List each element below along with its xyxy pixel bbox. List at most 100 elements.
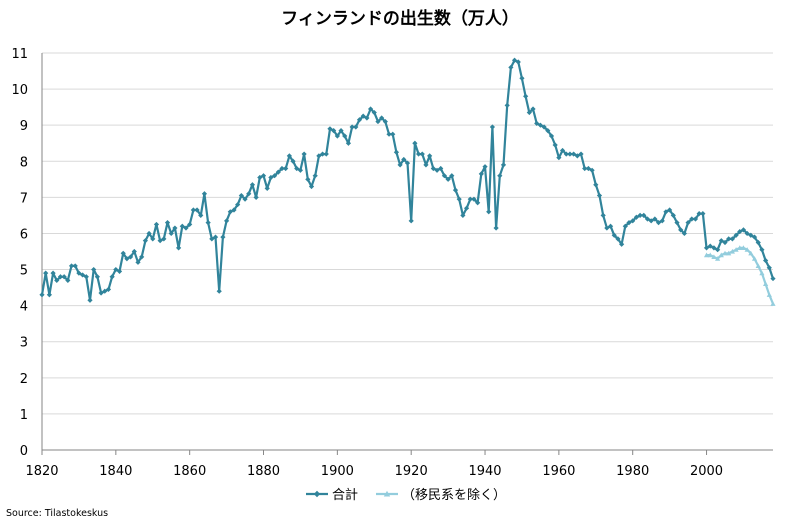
- data-point: [353, 124, 359, 130]
- data-point: [308, 183, 315, 190]
- data-point: [179, 223, 185, 229]
- data-point: [253, 194, 259, 200]
- data-point: [655, 220, 662, 226]
- data-point: [740, 245, 747, 250]
- series-non-immigrant: [703, 245, 776, 306]
- data-point: [726, 250, 732, 256]
- y-tick-label: 2: [20, 372, 28, 387]
- data-point: [238, 192, 244, 199]
- data-point: [150, 236, 156, 242]
- y-tick-label: 5: [20, 264, 28, 279]
- data-point: [164, 220, 171, 226]
- data-point: [349, 124, 355, 130]
- data-point: [504, 102, 510, 108]
- data-point: [467, 196, 473, 202]
- data-point: [707, 243, 713, 249]
- data-point: [722, 250, 728, 256]
- data-point: [57, 274, 64, 280]
- data-point: [128, 254, 134, 260]
- data-point: [633, 214, 639, 220]
- data-point: [268, 174, 274, 181]
- data-point: [748, 250, 754, 256]
- data-point: [463, 205, 470, 211]
- data-point: [763, 257, 769, 264]
- data-point: [319, 151, 326, 157]
- data-point: [445, 176, 451, 182]
- data-point: [419, 151, 425, 157]
- legend: 合計 （移民系を除く）: [306, 487, 506, 503]
- data-point: [759, 247, 765, 253]
- data-point: [397, 162, 403, 168]
- series-layer: [39, 57, 776, 306]
- data-point: [471, 196, 477, 202]
- data-point: [168, 230, 174, 237]
- data-point: [596, 192, 603, 199]
- data-point: [194, 207, 200, 213]
- data-point: [703, 252, 710, 258]
- data-point: [667, 207, 673, 213]
- data-point: [316, 153, 322, 159]
- data-point: [286, 153, 292, 159]
- data-point: [759, 270, 765, 276]
- data-point: [231, 207, 237, 213]
- data-point: [242, 196, 248, 202]
- data-point: [401, 156, 407, 163]
- data-point: [61, 274, 67, 280]
- y-tick-label: 7: [20, 191, 28, 206]
- data-point: [271, 173, 278, 179]
- data-point: [593, 182, 599, 188]
- data-point: [718, 252, 724, 258]
- data-point: [46, 292, 52, 298]
- data-point: [135, 259, 141, 265]
- data-point: [737, 245, 743, 250]
- data-point: [83, 274, 89, 280]
- data-point: [700, 211, 706, 217]
- data-point: [54, 277, 60, 283]
- data-point: [76, 270, 82, 276]
- data-point: [715, 247, 721, 253]
- data-point: [729, 248, 735, 254]
- y-tick-label: 3: [20, 336, 28, 351]
- data-point: [711, 254, 717, 259]
- data-point: [770, 301, 776, 306]
- data-point: [198, 212, 204, 219]
- data-point: [172, 225, 178, 231]
- data-point: [766, 292, 772, 297]
- data-point: [755, 239, 761, 246]
- data-point: [663, 209, 669, 215]
- data-point: [50, 270, 56, 276]
- data-point: [489, 124, 496, 130]
- data-point: [545, 127, 551, 134]
- data-point: [327, 126, 333, 132]
- data-point: [39, 292, 45, 298]
- x-tick-label: 2000: [690, 464, 723, 479]
- data-point: [360, 113, 366, 119]
- data-point: [87, 297, 93, 303]
- data-point: [371, 109, 377, 116]
- data-point: [619, 241, 625, 247]
- data-point: [559, 147, 566, 154]
- data-point: [109, 274, 115, 280]
- data-point: [116, 268, 123, 274]
- data-point: [537, 122, 544, 128]
- x-tick-label: 1960: [542, 464, 575, 479]
- data-point: [652, 216, 658, 222]
- data-point: [305, 176, 311, 182]
- x-tick-label: 1860: [173, 464, 206, 479]
- data-point: [201, 191, 208, 197]
- data-point: [205, 220, 211, 226]
- data-point: [367, 106, 374, 112]
- data-point: [674, 220, 680, 226]
- data-point: [493, 225, 499, 231]
- source-note: Source: Tilastokeskus: [6, 508, 108, 519]
- data-point: [548, 133, 555, 139]
- data-point: [681, 230, 687, 237]
- data-point: [246, 191, 252, 197]
- data-point: [475, 200, 481, 206]
- legend-marker: [313, 490, 321, 498]
- data-point: [718, 238, 724, 244]
- data-point: [589, 167, 595, 173]
- data-point: [715, 256, 721, 261]
- data-point: [190, 207, 196, 213]
- data-point: [294, 165, 300, 172]
